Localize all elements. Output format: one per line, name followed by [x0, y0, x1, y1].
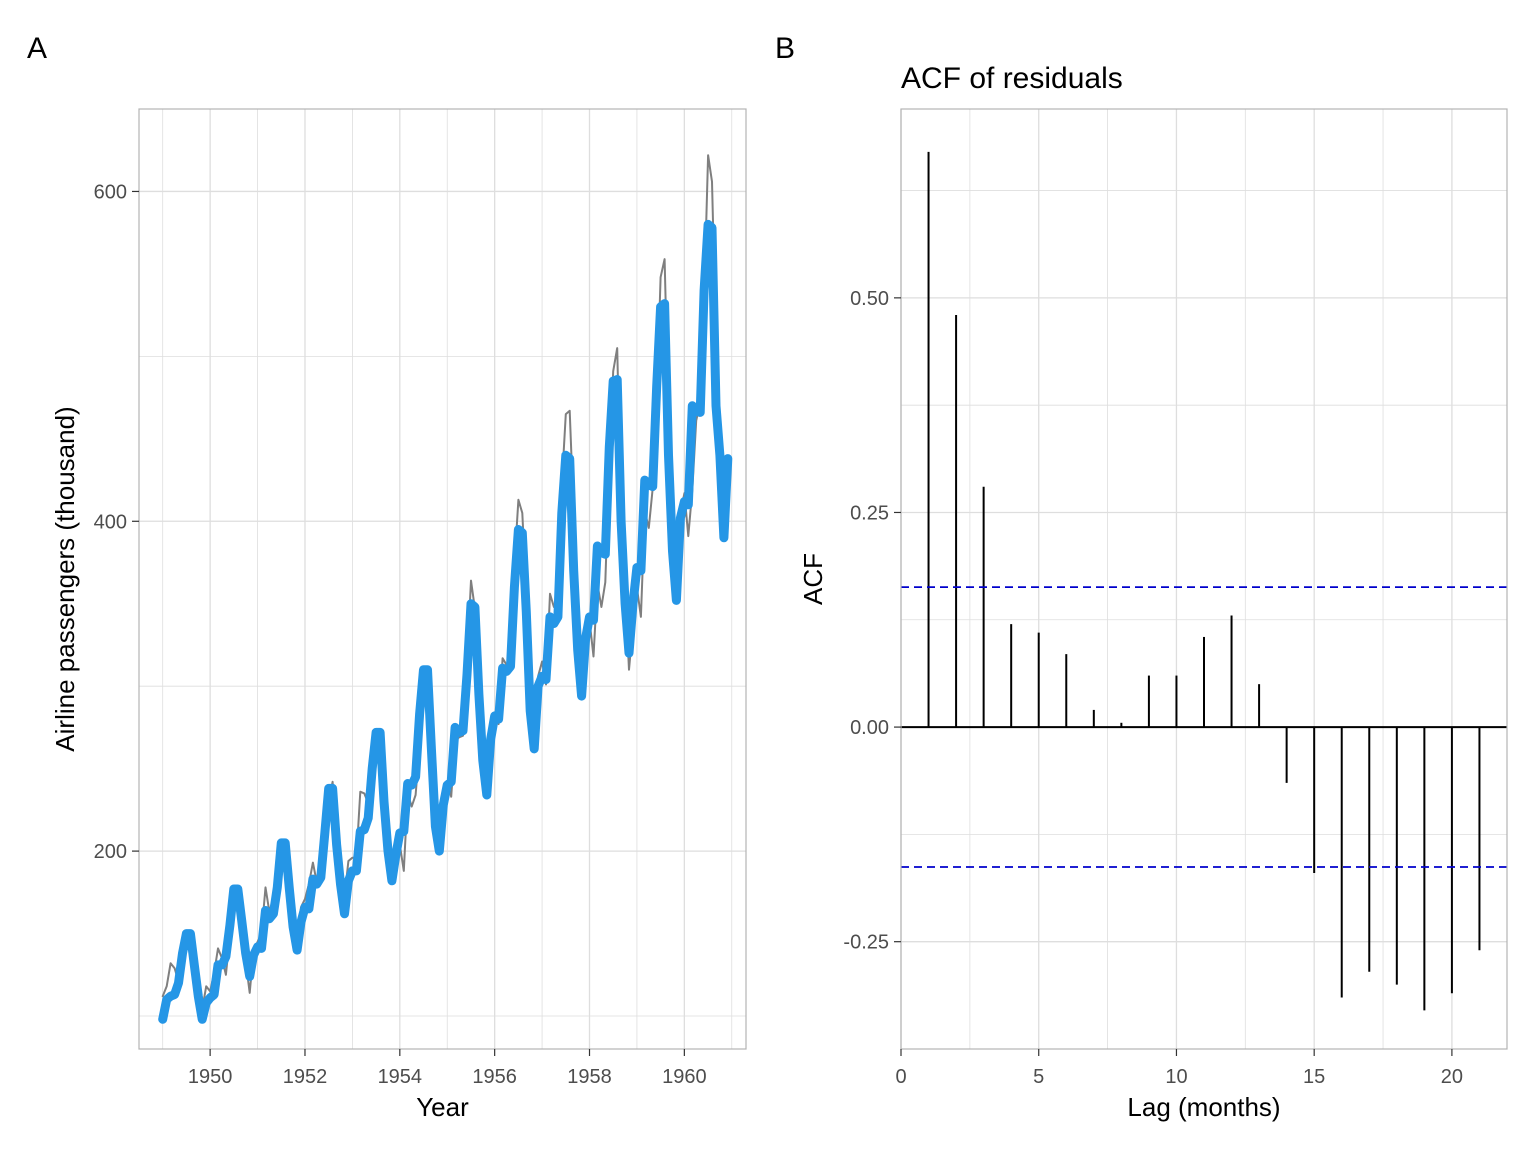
- panel-b-confidence-bounds: [901, 586, 1507, 868]
- panel-b-y-tick-label: -0.25: [843, 932, 889, 954]
- panel-b-x-tick-label: 20: [1441, 1066, 1463, 1088]
- panel-a-x-axis-title: Year: [416, 1092, 469, 1122]
- panel-b-y-tick-label: 0.50: [850, 288, 889, 310]
- panel-b-acf-bars: [901, 151, 1507, 1011]
- panel-a-y-tick-label: 400: [94, 511, 127, 533]
- panel-a-x-tick-label: 1950: [188, 1066, 233, 1088]
- panel-b-x-axis-title: Lag (months): [1127, 1092, 1280, 1122]
- panel-b-border: [900, 108, 1508, 1050]
- panel-b-x-tick-label: 5: [1033, 1066, 1044, 1088]
- panel-a-y-ticks: 200 400 600: [94, 181, 139, 863]
- panel-b-x-tick-label: 10: [1165, 1066, 1187, 1088]
- panel-b-label: B: [775, 32, 795, 65]
- panel-a-x-tick-label: 1956: [472, 1066, 517, 1088]
- panel-b-title: ACF of residuals: [901, 62, 1123, 95]
- panel-b-x-tick-label: 15: [1303, 1066, 1325, 1088]
- panel-b-x-ticks: 0 5 10 15 20: [895, 1049, 1463, 1088]
- panel-b: B ACF of residuals 0 5 10 15 20 -0.25 0.00 0.2…: [775, 32, 1508, 1122]
- panel-a-y-tick-label: 600: [94, 181, 127, 203]
- panel-a-y-axis-title: Airline passengers (thousand): [50, 406, 80, 751]
- panel-b-y-tick-label: 0.25: [850, 502, 889, 524]
- panel-b-x-tick-label: 0: [895, 1066, 906, 1088]
- panel-a-fitted-series-line: [158, 219, 733, 1024]
- panel-a-series: [158, 154, 733, 1024]
- panel-a-observed-series-line: [161, 154, 729, 1011]
- panel-b-y-ticks: -0.25 0.00 0.25 0.50: [843, 288, 901, 954]
- panel-a-x-tick-label: 1952: [283, 1066, 328, 1088]
- panel-a-gridlines: [139, 109, 746, 1049]
- panel-a-x-tick-label: 1958: [567, 1066, 612, 1088]
- panel-a-y-tick-label: 200: [94, 841, 127, 863]
- panel-b-gridlines: [900, 109, 1507, 1050]
- panel-b-y-axis-title: ACF: [798, 553, 828, 605]
- panel-b-y-tick-label: 0.00: [850, 717, 889, 739]
- panel-a-label: A: [27, 32, 47, 65]
- panel-a-x-ticks: 1950 1952 1954 1956 1958 1960: [188, 1049, 707, 1088]
- panel-a-border: [138, 108, 747, 1050]
- panel-a-x-tick-label: 1954: [378, 1066, 423, 1088]
- panel-a-x-tick-label: 1960: [662, 1066, 707, 1088]
- panel-a: A 1950 1952 1954 1956 1958 1960 200 400 600 Yea…: [27, 32, 747, 1122]
